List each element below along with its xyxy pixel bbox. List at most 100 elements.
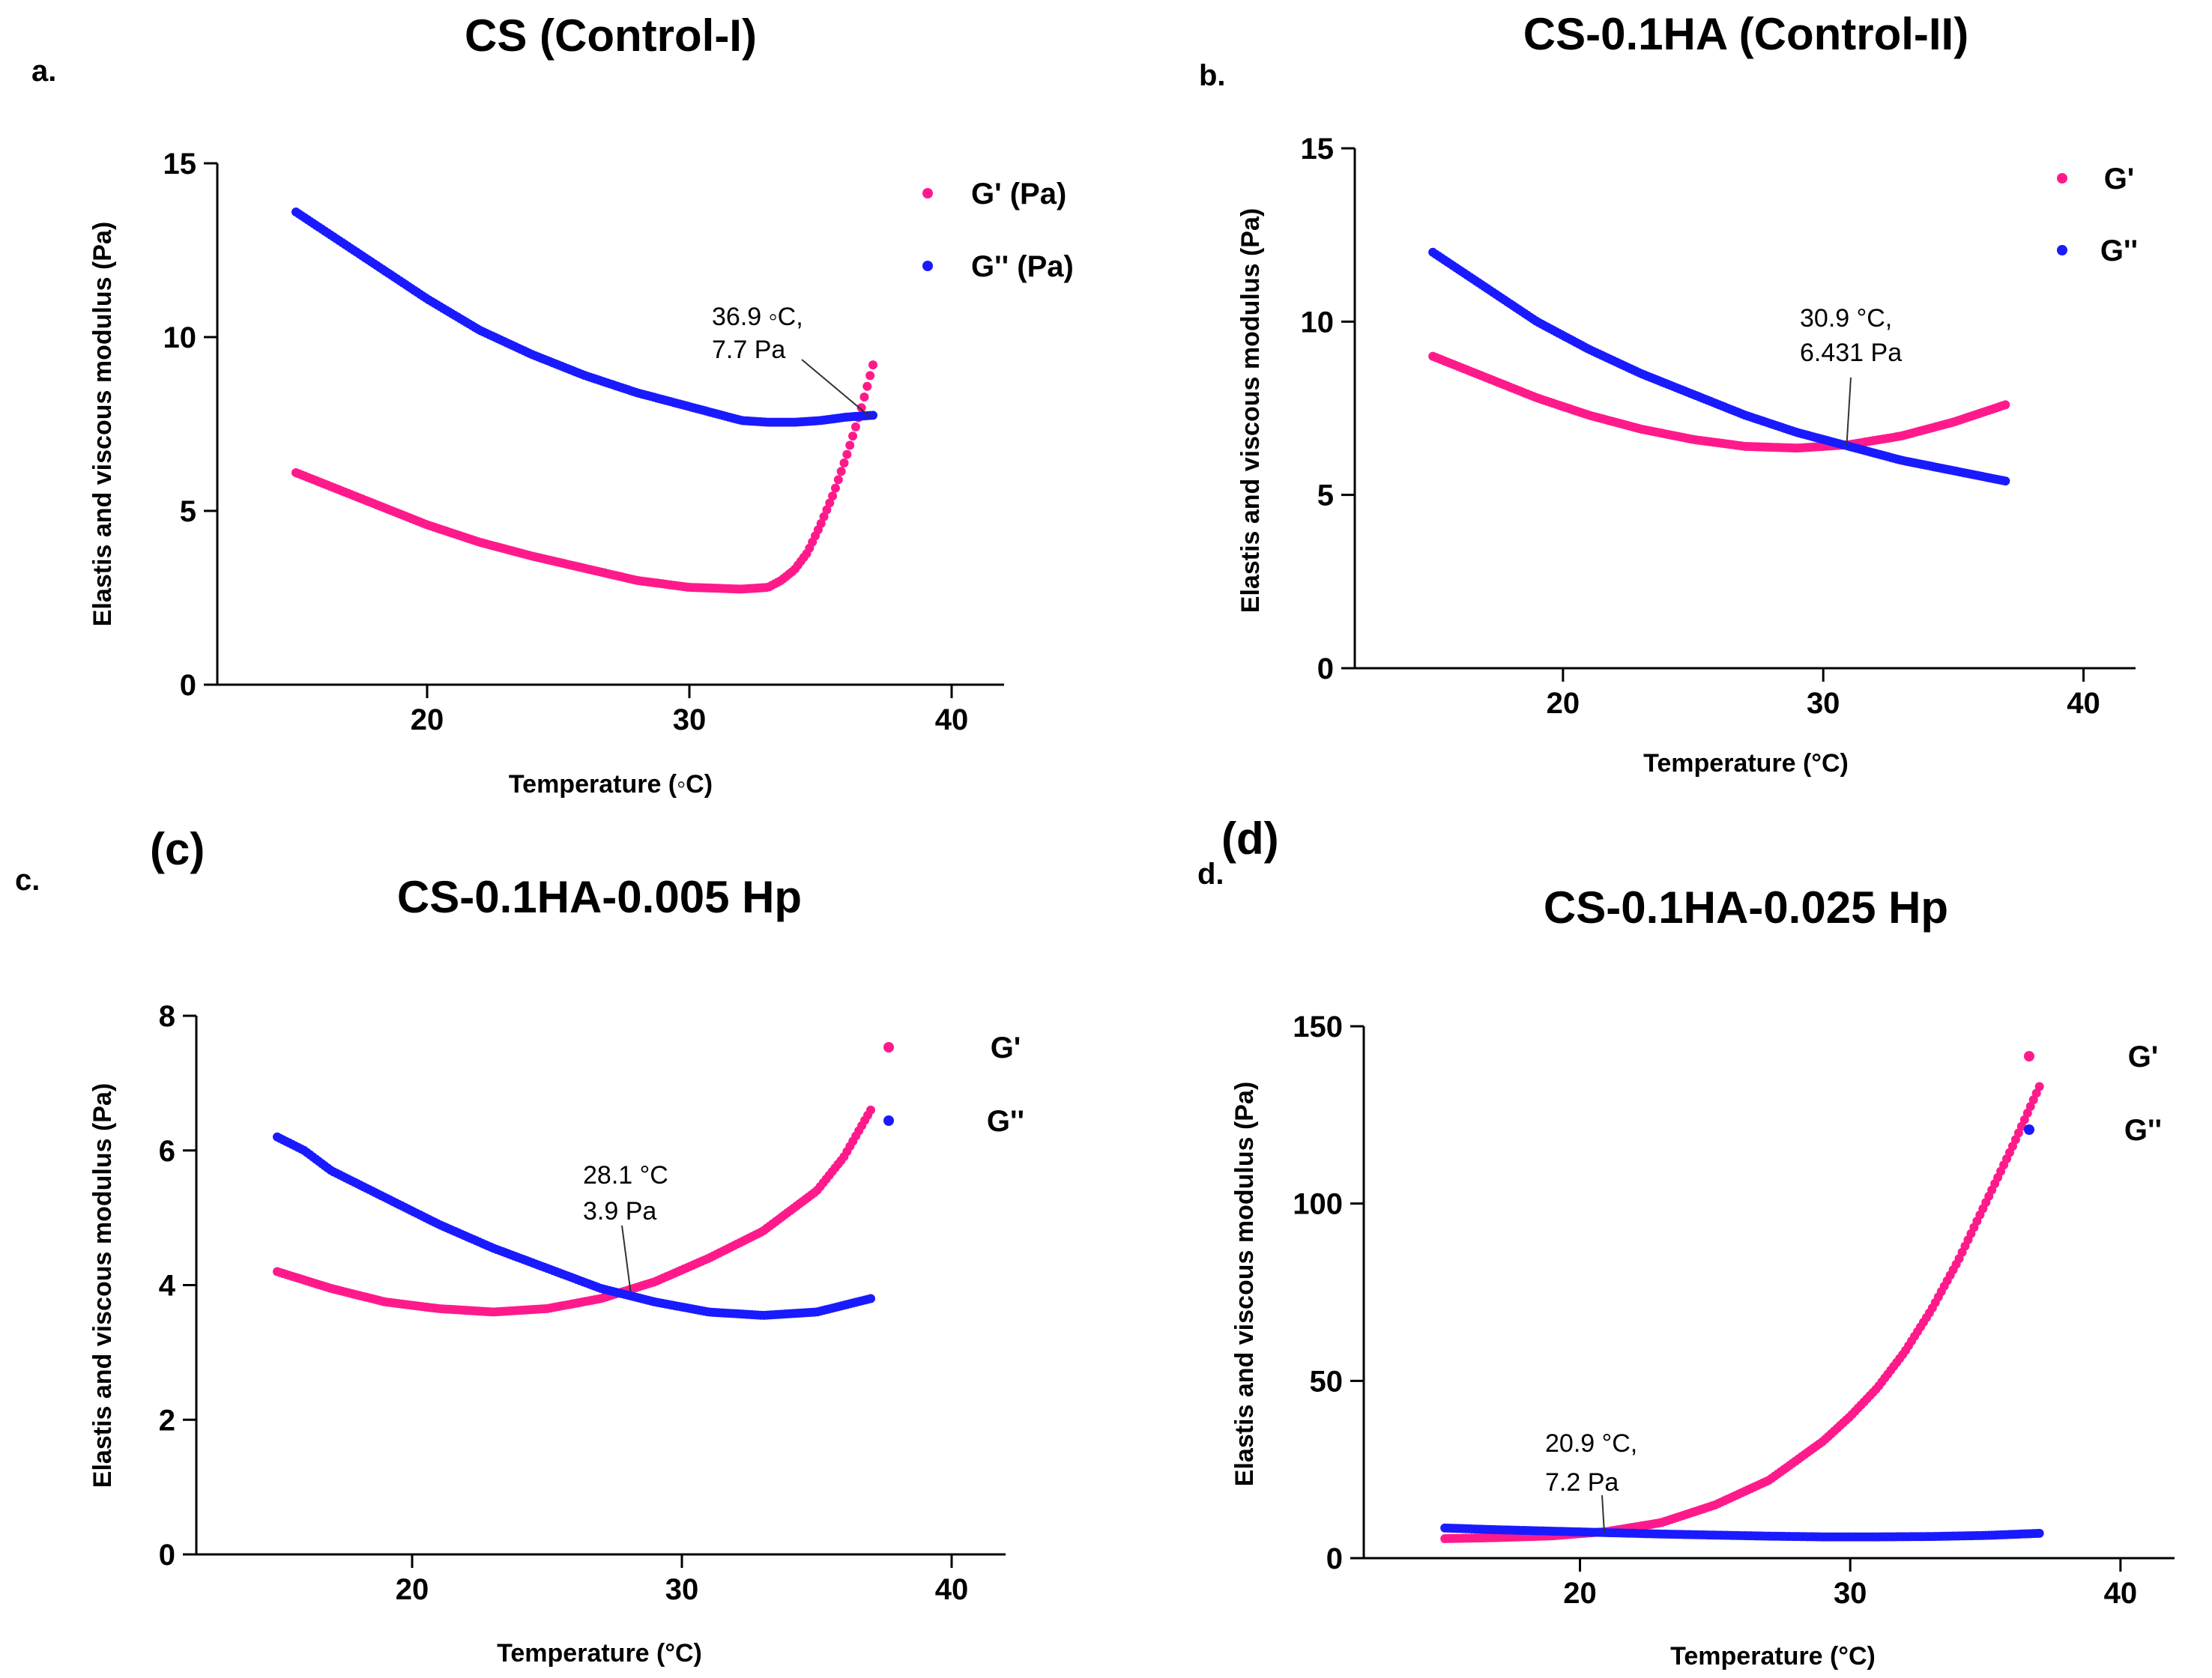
data-point	[839, 458, 849, 467]
data-point	[848, 431, 858, 441]
chart-panel-4: CS-0.1HA-0.025 Hp d.(d) 0 50 100 150 20 30 40 Tem…	[1197, 814, 2175, 1671]
x-tick-label: 20	[1547, 687, 1580, 720]
y-tick-label: 10	[163, 321, 197, 354]
x-axis-title: Temperature (◦C)	[509, 770, 713, 799]
panel-label: c.	[15, 864, 40, 897]
data-point	[2034, 1528, 2044, 1538]
chart-title: CS-0.1HA-0.005 Hp	[397, 872, 802, 922]
x-tick-label: 40	[935, 1573, 969, 1606]
y-tick-label: 0	[1317, 652, 1334, 685]
legend-marker	[922, 188, 933, 199]
data-point	[842, 449, 852, 459]
y-tick-label: 15	[163, 148, 197, 181]
panel-label: d.	[1197, 858, 1224, 891]
y-tick-label: 5	[180, 495, 196, 528]
data-point	[866, 1294, 875, 1303]
data-point	[866, 1105, 875, 1115]
chart-title: CS (Control-I)	[465, 10, 757, 61]
y-tick-label: 4	[159, 1270, 176, 1303]
chart-title: CS-0.1HA-0.025 Hp	[1544, 882, 1948, 933]
legend-marker	[922, 261, 933, 271]
panel-big-label: (d)	[1221, 814, 1279, 864]
y-tick-label: 50	[1310, 1365, 1344, 1398]
data-point	[865, 371, 875, 381]
data-point	[2034, 1082, 2044, 1091]
x-tick-label: 40	[935, 703, 969, 736]
series-g-double-prime	[273, 1132, 875, 1320]
data-point	[862, 381, 872, 391]
legend-marker	[2024, 1124, 2034, 1135]
legend-marker	[883, 1042, 894, 1052]
y-axis-title: Elastis and viscous modulus (Pa)	[1230, 1082, 1259, 1486]
legend-label: G'	[2104, 163, 2135, 196]
series-g-prime	[273, 1105, 875, 1317]
y-tick-label: 8	[159, 1000, 175, 1033]
x-tick-label: 30	[673, 703, 707, 736]
x-tick-label: 30	[1807, 687, 1840, 720]
panel-label: a.	[31, 55, 56, 88]
panel-big-label: (c)	[150, 824, 205, 874]
annotation-line: 30.9 °C,	[1800, 304, 1892, 333]
x-tick-label: 20	[411, 703, 444, 736]
data-point	[833, 475, 843, 485]
annotation-line: 36.9 ◦C,	[712, 303, 803, 331]
legend-label: G''	[2124, 1114, 2162, 1147]
legend-marker	[2057, 245, 2067, 255]
chart-panel-2: CS-0.1HA (Control-II) b. 0 5 10 15 20 30 40 Tempe…	[1199, 9, 2138, 778]
data-point	[825, 498, 835, 508]
series-g-double-prime	[1428, 247, 2010, 486]
series-g-double-prime	[1440, 1523, 2044, 1542]
y-tick-label: 100	[1293, 1188, 1343, 1221]
data-point	[850, 422, 860, 431]
annotation-pointer	[801, 359, 871, 418]
legend-label: G'	[991, 1032, 1021, 1064]
x-tick-label: 40	[2104, 1577, 2138, 1610]
data-point	[845, 440, 855, 450]
data-point	[859, 392, 869, 402]
y-tick-label: 2	[159, 1404, 175, 1437]
x-tick-label: 20	[396, 1573, 429, 1606]
data-point	[816, 518, 826, 528]
annotation-line: 3.9 Pa	[583, 1197, 656, 1226]
annotation-pointer	[621, 1225, 632, 1292]
x-tick-label: 30	[1834, 1577, 1867, 1610]
data-point	[868, 360, 877, 370]
y-tick-label: 15	[1301, 133, 1335, 166]
y-tick-label: 0	[159, 1539, 175, 1572]
y-tick-label: 5	[1317, 479, 1334, 512]
legend-label: G'	[2128, 1041, 2159, 1073]
y-axis-title: Elastis and viscous modulus (Pa)	[88, 1083, 117, 1488]
annotation-line: 7.7 Pa	[712, 336, 785, 364]
y-tick-label: 150	[1293, 1011, 1343, 1044]
legend-marker	[2024, 1051, 2034, 1061]
y-axis-title: Elastis and viscous modulus (Pa)	[1236, 208, 1265, 613]
panel-label: b.	[1199, 59, 1226, 92]
data-point	[830, 483, 840, 493]
annotation-pointer	[1846, 377, 1852, 446]
annotation-line: 20.9 °C,	[1545, 1429, 1637, 1458]
annotation-line: 6.431 Pa	[1800, 339, 1902, 367]
series-g-double-prime	[291, 207, 877, 427]
series-g-prime	[1440, 1082, 2044, 1543]
annotation-line: 28.1 °C	[583, 1161, 668, 1190]
data-point	[819, 512, 829, 521]
y-tick-label: 0	[180, 669, 196, 702]
annotation-pointer	[1601, 1494, 1605, 1533]
chart-panel-1: CS (Control-I) a. 0 5 10 15 20 30 40 Temperature …	[31, 10, 1074, 799]
data-point	[2001, 400, 2010, 410]
data-point	[836, 467, 846, 476]
x-tick-label: 40	[2067, 687, 2100, 720]
legend-label: G'' (Pa)	[971, 250, 1074, 283]
y-axis-title: Elastis and viscous modulus (Pa)	[88, 222, 117, 626]
x-axis-title: Temperature (°C)	[497, 1639, 702, 1668]
series-g-prime	[291, 360, 877, 594]
annotation-line: 7.2 Pa	[1545, 1468, 1619, 1497]
x-tick-label: 30	[665, 1573, 699, 1606]
data-point	[856, 403, 866, 413]
y-tick-label: 0	[1326, 1542, 1343, 1575]
chart-title: CS-0.1HA (Control-II)	[1523, 9, 1968, 59]
data-point	[828, 491, 838, 501]
legend-label: G' (Pa)	[971, 178, 1066, 210]
x-axis-title: Temperature (°C)	[1643, 749, 1849, 778]
